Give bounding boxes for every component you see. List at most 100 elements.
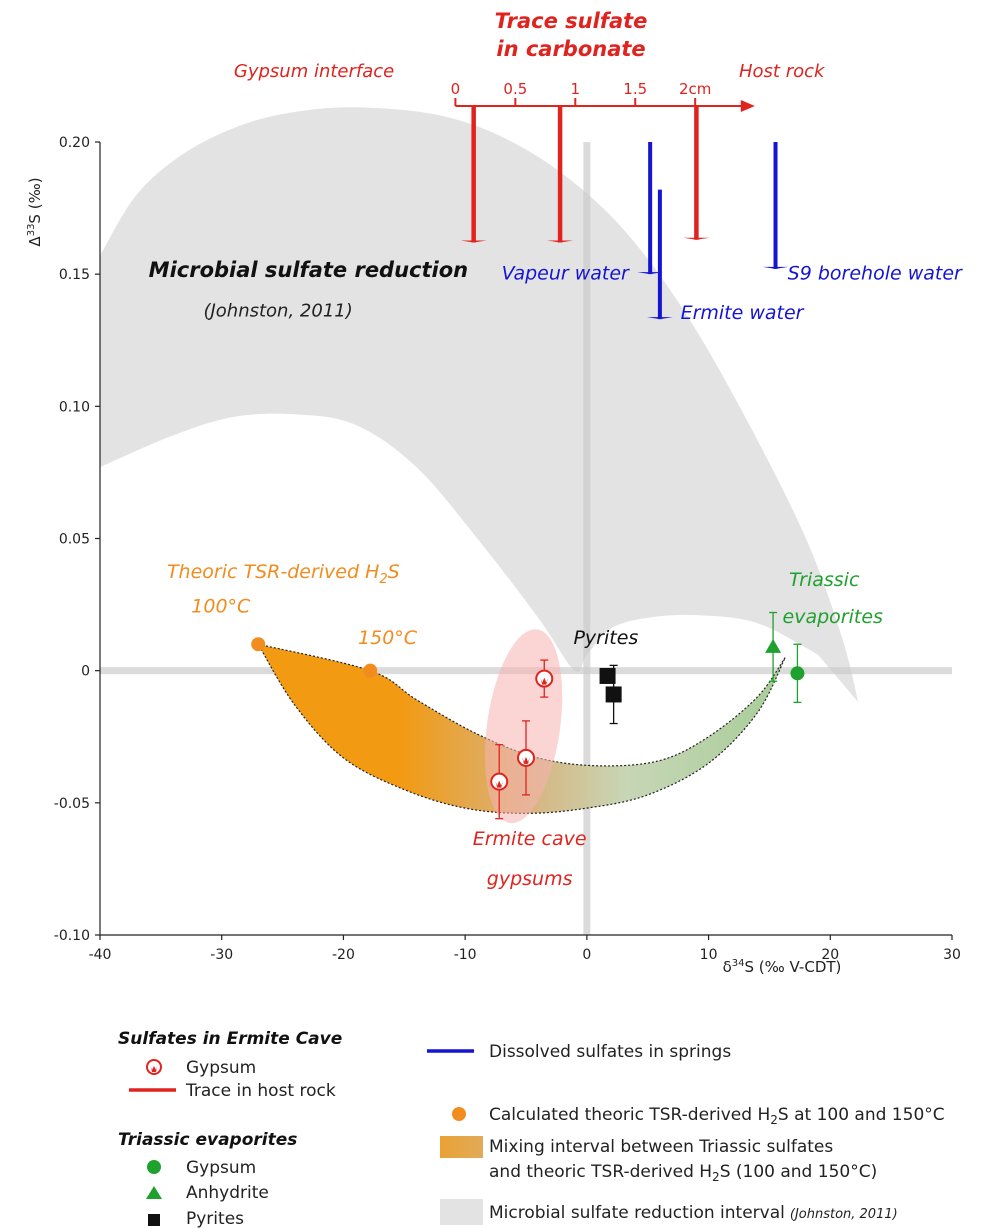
y-tick-label: 0.10 bbox=[59, 399, 90, 415]
x-tick-label: -20 bbox=[332, 947, 355, 963]
dissolved-arrow-3-head bbox=[762, 266, 789, 269]
data-marks: 0 0.5 1 1.5 2cm bbox=[251, 80, 805, 820]
plot-areas bbox=[100, 107, 952, 935]
legend-triassic-title: Triassic evaporites bbox=[118, 1130, 297, 1150]
dissolved-arrow-2 bbox=[646, 189, 673, 320]
legend-trace-label: Trace in host rock bbox=[185, 1081, 336, 1101]
legend-calc-pre: Calculated theoric TSR-derived H bbox=[489, 1105, 770, 1125]
legend-gypsum-label: Gypsum bbox=[186, 1058, 256, 1078]
trace-title-line1: Trace sulfate bbox=[495, 9, 648, 33]
point-circle-4-0 bbox=[251, 637, 266, 652]
legend-mixing-line2-pre: and theoric TSR-derived H bbox=[489, 1162, 712, 1182]
gypsum-icon bbox=[517, 748, 535, 767]
legend-gypsum-crystal bbox=[150, 1066, 158, 1072]
y-tick-label: -0.05 bbox=[54, 796, 90, 812]
trace-arrow-1 bbox=[460, 104, 487, 243]
y-tick-label: 0.05 bbox=[59, 532, 90, 548]
point-triangle-2-0 bbox=[765, 638, 782, 653]
trace-scale-tick-label: 2cm bbox=[679, 80, 711, 98]
s9-borehole-water-label: S9 borehole water bbox=[788, 262, 963, 284]
legend-dissolved-label: Dissolved sulfates in springs bbox=[489, 1042, 731, 1062]
legend-msr-label: Microbial sulfate reduction interval (Joh… bbox=[489, 1203, 898, 1223]
legend-mixing-line2-sub: 2 bbox=[712, 1170, 720, 1184]
legend-calc-post: S at 100 and 150°C bbox=[778, 1105, 945, 1125]
point-square-3-0 bbox=[599, 667, 616, 684]
legend-mixing-line2-post: S (100 and 150°C) bbox=[720, 1162, 878, 1182]
legend-calc-sub: 2 bbox=[770, 1113, 778, 1127]
legend: Sulfates in Ermite Cave Gypsum Trace in … bbox=[118, 1029, 945, 1229]
legend-triangle-icon bbox=[146, 1186, 162, 1199]
trace-scale-tick-label: 0 bbox=[451, 80, 461, 98]
y-axis-label-part: S (‰) bbox=[26, 177, 44, 223]
trace-scale-arrowhead bbox=[740, 100, 755, 112]
trace-arrow-1-head bbox=[460, 240, 487, 243]
y-axis-label-part: 33 bbox=[26, 224, 37, 237]
host-rock-label: Host rock bbox=[739, 61, 826, 82]
gypsum-icon-crystal bbox=[522, 756, 530, 764]
annotations: Microbial sulfate reduction (Johnston, 2… bbox=[149, 9, 963, 890]
trace-arrow-2-head bbox=[547, 240, 574, 243]
legend-tri-gypsum-label: Gypsum bbox=[186, 1158, 256, 1178]
trace-title-line2: in carbonate bbox=[496, 37, 645, 61]
x-tick-label: 0 bbox=[582, 947, 591, 963]
trace-arrow-3-head bbox=[683, 237, 710, 240]
triassic-label-line1: Triassic bbox=[789, 569, 860, 591]
x-axis-label-part: 34 bbox=[732, 958, 745, 969]
x-tick-label: -40 bbox=[89, 947, 112, 963]
tsr-title: Theoric TSR-derived H2S bbox=[167, 561, 400, 587]
dissolved-arrow-1 bbox=[637, 142, 664, 275]
x-tick-label: 10 bbox=[700, 947, 718, 963]
trace-arrow-2 bbox=[547, 104, 574, 243]
x-axis-label: δ34S (‰ V-CDT) bbox=[723, 958, 842, 976]
x-ticks: -40 -30 -20 -10 0 10 20 30 bbox=[89, 935, 961, 963]
legend-gypsum-icon bbox=[146, 1059, 162, 1075]
gypsum-icon-crystal bbox=[495, 780, 504, 788]
x-tick-label: -30 bbox=[210, 947, 233, 963]
legend-sulfates-title: Sulfates in Ermite Cave bbox=[118, 1029, 342, 1049]
point-circle-1-0 bbox=[790, 666, 805, 681]
msr-envelope bbox=[100, 107, 859, 703]
y-axis-label: Δ33S (‰) bbox=[26, 177, 44, 246]
x-tick-label: -10 bbox=[454, 947, 477, 963]
legend-calc-label: Calculated theoric TSR-derived H2S at 10… bbox=[489, 1105, 945, 1127]
gypsum-icon bbox=[490, 772, 509, 791]
x-axis-label-part: δ bbox=[723, 958, 732, 976]
msr-reference: (Johnston, 2011) bbox=[203, 300, 352, 321]
legend-anhydrite-label: Anhydrite bbox=[186, 1183, 269, 1203]
legend-msr-pre: Microbial sulfate reduction interval bbox=[489, 1203, 785, 1223]
trace-scale-tick-label: 1.5 bbox=[623, 80, 647, 98]
tsr-title-post: S bbox=[388, 561, 400, 583]
legend-mixing-swatch bbox=[440, 1136, 483, 1158]
legend-mixing-line1: Mixing interval between Triassic sulfate… bbox=[489, 1137, 833, 1157]
tsr-title-sub: 2 bbox=[379, 572, 387, 587]
legend-msr-swatch bbox=[440, 1199, 483, 1225]
legend-orange-circle-icon bbox=[452, 1107, 466, 1121]
msr-title: Microbial sulfate reduction bbox=[149, 258, 468, 282]
x-tick-label: 30 bbox=[943, 947, 961, 963]
dissolved-arrow-2-head bbox=[646, 317, 673, 320]
vapeur-water-label: Vapeur water bbox=[502, 262, 630, 284]
t100-label: 100°C bbox=[191, 596, 251, 618]
point-square-3-1 bbox=[605, 686, 622, 703]
dissolved-arrow-1-head bbox=[637, 272, 664, 275]
legend-msr-ref: (Johnston, 2011) bbox=[790, 1207, 898, 1222]
x-axis-label-part: S (‰ V-CDT) bbox=[745, 958, 842, 976]
legend-square-icon bbox=[148, 1214, 160, 1226]
y-ticks: -0.10 -0.05 0 0.05 0.10 0.15 0.20 bbox=[54, 135, 100, 944]
y-tick-label: -0.10 bbox=[54, 928, 90, 944]
gypsum-icon bbox=[535, 669, 554, 688]
pyrites-label: Pyrites bbox=[573, 627, 638, 649]
trace-scale-tick-label: 0.5 bbox=[503, 80, 527, 98]
gypsum-interface-label: Gypsum interface bbox=[234, 61, 394, 82]
ermite-gypsums-label-line2: gypsums bbox=[487, 868, 573, 890]
trace-arrow-3 bbox=[683, 104, 710, 240]
x-tick-label: 20 bbox=[821, 947, 839, 963]
y-tick-label: 0 bbox=[81, 664, 90, 680]
y-tick-label: 0.20 bbox=[59, 135, 90, 151]
gypsum-icon-crystal bbox=[540, 677, 549, 685]
t150-label: 150°C bbox=[358, 627, 418, 649]
y-tick-label: 0.15 bbox=[59, 267, 90, 283]
trace-scale: 0 0.5 1 1.5 2cm bbox=[451, 80, 755, 112]
ermite-gypsums-label-line1: Ermite cave bbox=[473, 828, 587, 850]
